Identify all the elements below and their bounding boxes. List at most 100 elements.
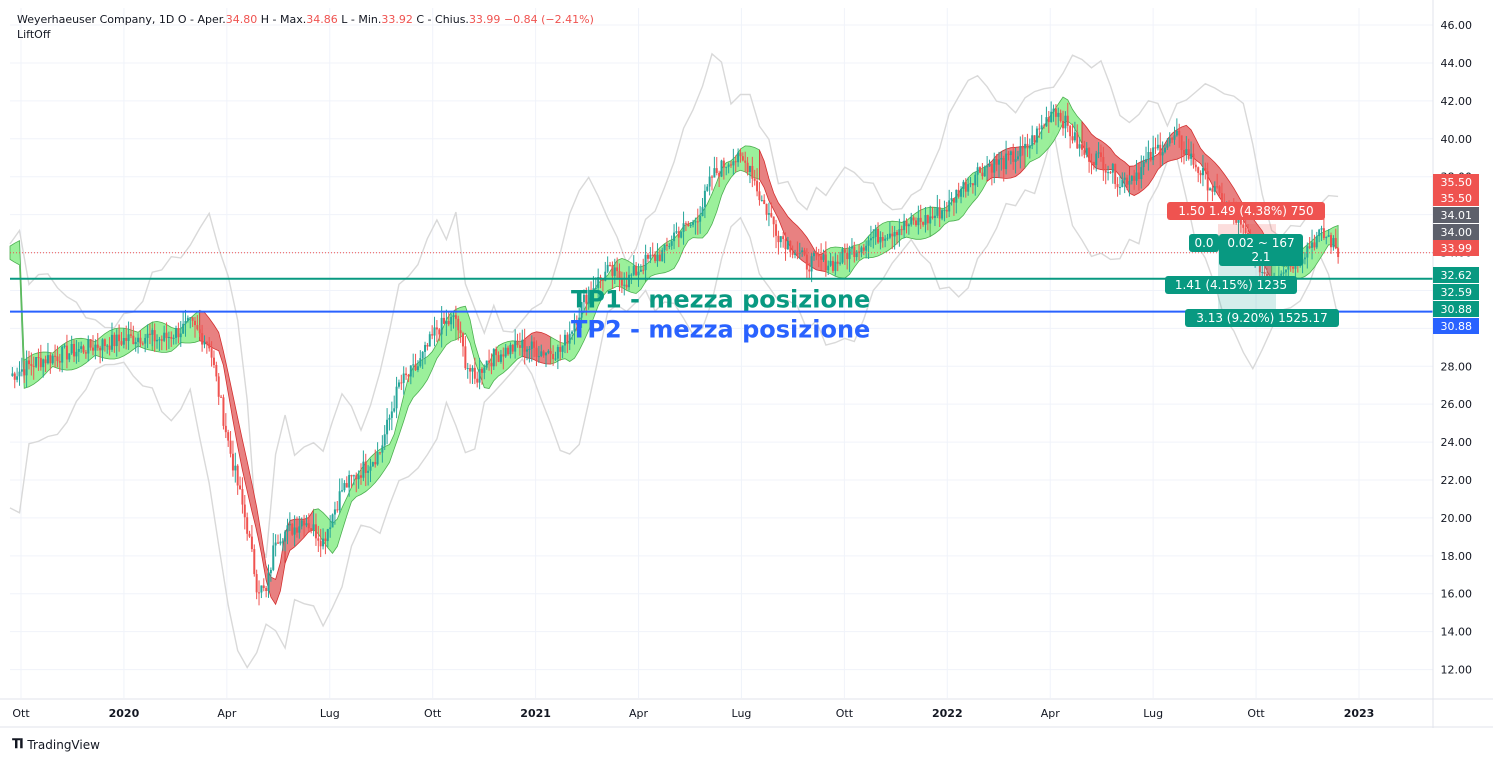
candle-up bbox=[1035, 128, 1038, 143]
candle-up bbox=[163, 332, 166, 341]
candle-up bbox=[587, 289, 590, 304]
candle-up bbox=[865, 245, 868, 251]
candle-up bbox=[592, 288, 595, 292]
y-tick-label: 12.00 bbox=[1441, 664, 1473, 677]
candle-up bbox=[656, 254, 659, 262]
tradingview-attribution[interactable]: 𝐓𝐈 TradingView bbox=[12, 737, 100, 752]
candle-up bbox=[466, 368, 469, 370]
candle-up bbox=[867, 240, 870, 246]
tp1-label-bg[interactable] bbox=[1165, 276, 1297, 294]
candle-up bbox=[144, 337, 147, 344]
candle-down bbox=[56, 356, 59, 362]
candle-up bbox=[381, 445, 384, 453]
candle-down bbox=[212, 357, 215, 365]
candle-up bbox=[834, 261, 837, 271]
candle-down bbox=[205, 341, 208, 344]
candle-down bbox=[559, 346, 562, 352]
y-tick-label: 18.00 bbox=[1441, 550, 1473, 563]
candle-down bbox=[1154, 147, 1157, 149]
candle-up bbox=[1085, 148, 1088, 155]
candle-up bbox=[1311, 242, 1314, 248]
tp2-text[interactable]: TP2 - mezza posizione bbox=[571, 316, 870, 344]
candle-down bbox=[772, 216, 775, 225]
candle-down bbox=[957, 189, 960, 197]
candle-down bbox=[1211, 188, 1214, 192]
candle-down bbox=[405, 373, 408, 376]
rr-center-label-bg[interactable] bbox=[1219, 234, 1303, 266]
candle-down bbox=[1088, 148, 1091, 162]
candle-up bbox=[1168, 137, 1171, 144]
candle-up bbox=[172, 337, 175, 339]
candle-up bbox=[16, 376, 19, 380]
candle-up bbox=[917, 217, 920, 226]
candle-up bbox=[528, 348, 531, 350]
candle-down bbox=[684, 223, 687, 225]
candle-up bbox=[393, 408, 396, 412]
candle-up bbox=[352, 475, 355, 477]
candle-up bbox=[903, 220, 906, 231]
target-label-bg[interactable] bbox=[1185, 309, 1339, 327]
candle-down bbox=[30, 364, 33, 366]
candle-down bbox=[782, 236, 785, 240]
candle-up bbox=[70, 343, 73, 354]
candle-down bbox=[1337, 248, 1340, 258]
candle-down bbox=[1220, 193, 1223, 206]
candle-up bbox=[452, 315, 455, 317]
candle-up bbox=[682, 223, 685, 232]
candle-up bbox=[786, 241, 789, 250]
entry-left-label-bg[interactable] bbox=[1189, 234, 1219, 252]
candle-up bbox=[725, 166, 728, 168]
candle-down bbox=[620, 278, 623, 286]
stop-label-bg[interactable] bbox=[1167, 202, 1325, 220]
candle-up bbox=[1145, 159, 1148, 162]
candle-down bbox=[1069, 125, 1072, 137]
candle-up bbox=[1173, 135, 1176, 140]
candle-down bbox=[303, 520, 306, 526]
candle-up bbox=[1282, 272, 1285, 274]
candle-up bbox=[312, 524, 315, 530]
x-tick-label: Ott bbox=[12, 707, 30, 720]
legend-change: −0.84 (−2.41%) bbox=[503, 13, 594, 26]
candle-down bbox=[590, 289, 593, 292]
y-tick-label: 46.00 bbox=[1441, 19, 1473, 32]
candle-up bbox=[983, 166, 986, 177]
candle-up bbox=[554, 358, 557, 360]
candle-down bbox=[1239, 218, 1242, 225]
candle-up bbox=[397, 382, 400, 387]
candle-down bbox=[926, 215, 929, 224]
candle-up bbox=[1024, 143, 1027, 149]
candle-up bbox=[1097, 152, 1100, 154]
tp1-text[interactable]: TP1 - mezza posizione bbox=[571, 286, 870, 314]
candle-down bbox=[744, 160, 747, 163]
candle-up bbox=[1152, 147, 1155, 161]
candle-up bbox=[1166, 143, 1169, 148]
legend-symbol[interactable]: Weyerhaeuser Company, 1D bbox=[17, 13, 175, 26]
candle-up bbox=[936, 207, 939, 216]
candle-up bbox=[988, 164, 991, 167]
y-tick-label: 44.00 bbox=[1441, 57, 1473, 70]
candle-down bbox=[23, 369, 26, 376]
candle-down bbox=[473, 367, 476, 379]
candle-up bbox=[540, 351, 543, 357]
candle-up bbox=[1201, 168, 1204, 176]
candle-down bbox=[459, 330, 462, 334]
candle-down bbox=[1080, 144, 1083, 150]
price-axis-label: 35.50 bbox=[1441, 176, 1473, 189]
y-tick-label: 16.00 bbox=[1441, 588, 1473, 601]
candle-up bbox=[993, 159, 996, 173]
candle-up bbox=[343, 483, 346, 491]
candle-up bbox=[706, 186, 709, 191]
stop-label: 1.50 1.49 (4.38%) 750 bbox=[1178, 204, 1313, 218]
candle-up bbox=[362, 461, 365, 478]
candle-up bbox=[1130, 175, 1133, 181]
candle-down bbox=[139, 337, 142, 344]
candle-down bbox=[1092, 162, 1095, 166]
candle-down bbox=[44, 359, 47, 364]
legend-indicator[interactable]: LiftOff bbox=[17, 28, 51, 41]
legend-high-label: H - Max. bbox=[260, 13, 307, 26]
candle-up bbox=[748, 165, 751, 173]
candle-up bbox=[1161, 152, 1164, 156]
candle-up bbox=[1073, 132, 1076, 141]
